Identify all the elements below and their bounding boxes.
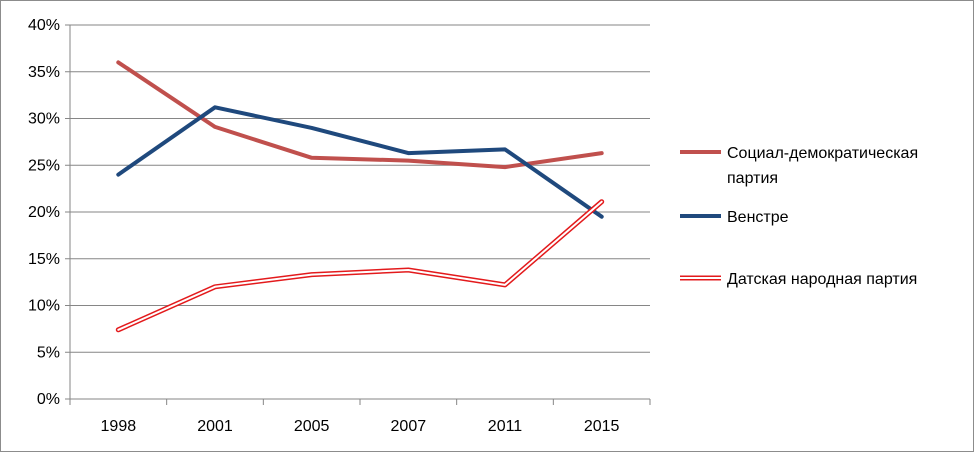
- series-lines: [115, 60, 605, 333]
- series-line-0: [116, 60, 604, 170]
- series-line-inner-2: [117, 200, 603, 331]
- y-tick-label: 0%: [37, 391, 60, 408]
- series-line-1: [116, 105, 604, 219]
- x-tick-label: 1998: [101, 418, 137, 435]
- axes: [65, 24, 651, 405]
- x-tick-label: 2011: [488, 418, 523, 435]
- x-tick-label: 2001: [197, 418, 233, 435]
- gridlines: [70, 24, 650, 353]
- y-tick-label: 35%: [28, 64, 60, 81]
- legend-label: Венстре: [727, 209, 789, 226]
- y-tick-label: 5%: [37, 344, 60, 361]
- legend-label: партия: [727, 170, 778, 187]
- y-tick-label: 10%: [28, 298, 60, 315]
- x-tick-label: 2005: [294, 418, 330, 435]
- x-tick-label: 2007: [391, 418, 427, 435]
- y-tick-label: 25%: [28, 157, 60, 174]
- legend-label: Социал-демократическая: [727, 145, 918, 162]
- y-tick-label: 40%: [28, 17, 60, 34]
- y-tick-label: 20%: [28, 204, 60, 221]
- y-tick-label: 15%: [28, 251, 60, 268]
- x-tick-labels: 1998 2001 2005 2007 2011 2015: [101, 418, 620, 435]
- legend: Социал-демократическая партия Венстре Датск…: [680, 145, 918, 288]
- y-tick-label: 30%: [28, 111, 60, 128]
- series-line-outer-2: [115, 199, 605, 333]
- x-tick-label: 2015: [584, 418, 620, 435]
- legend-label: Датская народная партия: [727, 271, 917, 288]
- y-tick-labels: 0% 5% 10% 15% 20% 25% 30% 35% 40%: [28, 17, 60, 408]
